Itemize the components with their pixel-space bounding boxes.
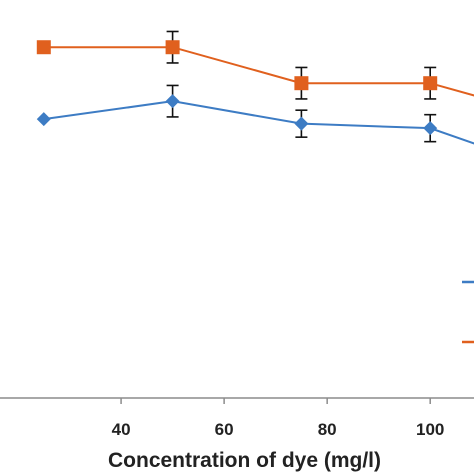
series-layer <box>36 30 474 145</box>
data-point <box>423 76 438 91</box>
data-point <box>165 40 180 55</box>
data-point <box>165 94 180 109</box>
series-line <box>43 46 474 97</box>
x-ticks: 40 60 80 100 <box>112 398 444 439</box>
x-tick-label: 80 <box>318 420 337 439</box>
data-point <box>36 112 51 127</box>
legend <box>462 280 474 344</box>
data-point <box>294 116 309 131</box>
x-tick-label: 60 <box>215 420 234 439</box>
data-point <box>423 121 438 136</box>
series-2 <box>36 84 474 145</box>
x-axis-title: Concentration of dye (mg/l) <box>108 449 381 472</box>
x-tick-label: 40 <box>112 420 131 439</box>
data-point <box>294 76 309 91</box>
x-tick-label: 100 <box>416 420 444 439</box>
data-point <box>36 40 51 55</box>
series-1 <box>36 30 474 100</box>
series-line <box>43 100 474 145</box>
